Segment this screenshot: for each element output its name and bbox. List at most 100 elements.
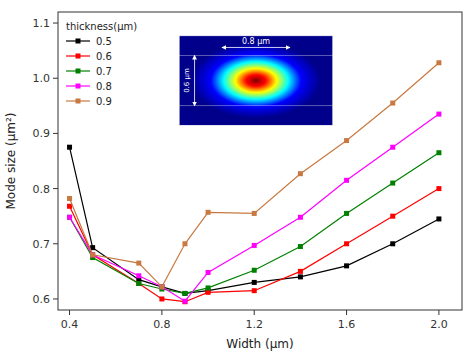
point	[206, 285, 211, 290]
legend-label: 0.6	[96, 51, 112, 62]
point	[390, 101, 395, 106]
series-line	[70, 147, 439, 293]
y-tick	[53, 243, 58, 244]
point	[206, 210, 211, 215]
y-tick	[53, 133, 58, 134]
point	[436, 150, 441, 155]
point	[90, 252, 95, 257]
legend-marker	[76, 39, 81, 44]
point	[298, 274, 303, 279]
point	[206, 270, 211, 275]
point	[67, 215, 72, 220]
y-tick-label: 1.1	[33, 17, 51, 30]
point	[136, 281, 141, 286]
x-tick-label: 1.2	[245, 318, 263, 331]
point	[436, 186, 441, 191]
point	[390, 181, 395, 186]
point	[344, 211, 349, 216]
legend-label: 0.9	[96, 96, 112, 107]
y-tick-label: 0.7	[33, 238, 51, 251]
point	[67, 145, 72, 150]
point	[252, 243, 257, 248]
x-tick-label: 2.0	[430, 318, 448, 331]
point	[182, 291, 187, 296]
legend-marker	[76, 69, 81, 74]
x-tick-label: 0.8	[153, 318, 171, 331]
point	[182, 299, 187, 304]
x-tick-label: 0.4	[61, 318, 79, 331]
width-arrow	[222, 47, 290, 48]
point	[67, 215, 72, 220]
inset-background	[179, 36, 333, 125]
x-tick	[161, 310, 162, 315]
point	[90, 252, 95, 257]
y-tick-label: 1.0	[33, 72, 51, 85]
series-line	[70, 153, 439, 294]
series-line	[70, 189, 439, 302]
point	[159, 284, 164, 289]
point	[252, 280, 257, 285]
point	[159, 284, 164, 289]
x-tick	[438, 310, 439, 315]
point	[67, 204, 72, 209]
point	[344, 263, 349, 268]
legend-title: thickness(μm)	[66, 21, 137, 32]
x-tick-label: 1.6	[338, 318, 356, 331]
y-axis-label: Mode size (μm²)	[4, 112, 18, 209]
mode-profile	[191, 43, 320, 118]
data-layer	[67, 60, 441, 304]
legend: thickness(μm) 0.5 0.6 0.7 0.8 0.9	[66, 21, 137, 107]
point	[252, 268, 257, 273]
point	[159, 284, 164, 289]
point	[436, 60, 441, 65]
height-arrow	[194, 56, 195, 106]
y-tick	[53, 78, 58, 79]
point	[344, 138, 349, 143]
point	[182, 291, 187, 296]
point	[390, 241, 395, 246]
chart: 0.4 0.8 1.2 1.6 2.0 0.6 0.7 0.8 0.9 1.0 1.1 Width (…	[0, 0, 474, 356]
point	[90, 252, 95, 257]
point	[159, 296, 164, 301]
y-tick	[53, 188, 58, 189]
point	[298, 244, 303, 249]
point	[344, 178, 349, 183]
point	[298, 171, 303, 176]
inset: 0.8 μm0.6 μm	[179, 36, 333, 125]
legend-label: 0.8	[96, 81, 112, 92]
y-tick	[53, 23, 58, 24]
point	[206, 290, 211, 295]
point	[136, 273, 141, 278]
legend-marker	[76, 84, 81, 89]
point	[136, 281, 141, 286]
axes: 0.4 0.8 1.2 1.6 2.0 0.6 0.7 0.8 0.9 1.0 1.1	[33, 17, 448, 331]
point	[252, 288, 257, 293]
legend-label: 0.7	[96, 66, 112, 77]
point	[390, 214, 395, 219]
plot-frame	[58, 12, 462, 310]
x-tick	[346, 310, 347, 315]
point	[182, 299, 187, 304]
y-tick-label: 0.9	[33, 127, 51, 140]
guide-line	[179, 55, 333, 56]
legend-marker	[76, 99, 81, 104]
series-line	[70, 114, 439, 301]
point	[182, 241, 187, 246]
y-tick	[53, 298, 58, 299]
point	[390, 145, 395, 150]
guide-line	[179, 105, 333, 106]
legend-label: 0.5	[96, 36, 112, 47]
y-tick-label: 0.6	[33, 293, 51, 306]
point	[298, 215, 303, 220]
point	[136, 261, 141, 266]
y-tick-label: 0.8	[33, 183, 51, 196]
x-tick	[254, 310, 255, 315]
point	[436, 216, 441, 221]
point	[436, 112, 441, 117]
series-line	[70, 63, 439, 287]
x-tick	[69, 310, 70, 315]
annotation: 0.6 μm	[183, 68, 191, 93]
point	[298, 269, 303, 274]
x-axis-label: Width (μm)	[226, 337, 293, 351]
point	[344, 241, 349, 246]
